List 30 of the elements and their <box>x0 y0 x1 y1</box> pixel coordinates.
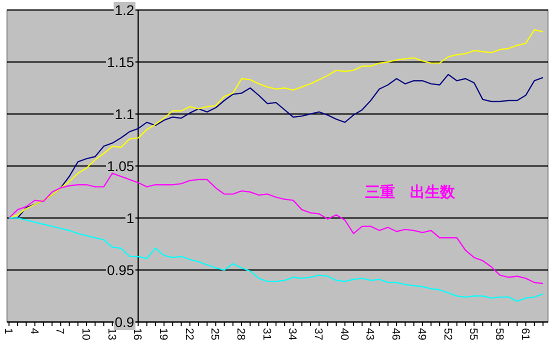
x-tick-label: 25 <box>208 328 221 340</box>
x-tick-label: 10 <box>80 328 92 340</box>
x-tick-label: 7 <box>54 328 66 334</box>
x-tick-label: 31 <box>260 328 272 340</box>
x-tick-label: 49 <box>415 328 428 340</box>
y-tick-label: 1.1 <box>114 106 134 122</box>
x-tick-label: 37 <box>312 328 324 340</box>
y-tick-label: 0.9 <box>114 314 134 330</box>
x-tick-label: 22 <box>182 328 195 340</box>
x-tick-label: 43 <box>364 328 376 340</box>
y-tick-label: 1 <box>126 210 134 226</box>
x-tick-label: 58 <box>492 328 505 340</box>
line-series <box>8 172 544 284</box>
x-tick-label: 40 <box>338 328 350 340</box>
x-tick-label: 52 <box>441 328 454 340</box>
y-tick-label: 1.05 <box>106 158 134 174</box>
y-tick-label: 0.95 <box>106 262 134 278</box>
x-tick-label: 34 <box>286 328 298 340</box>
x-tick-label: 61 <box>518 328 531 340</box>
y-tick-label: 1.2 <box>114 2 134 18</box>
x-tick-label: 16 <box>131 328 144 340</box>
x-tick-label: 13 <box>105 328 118 340</box>
x-tick-label: 4 <box>28 328 40 334</box>
y-tick-label: 1.15 <box>106 54 134 70</box>
x-tick-label: 28 <box>234 328 247 340</box>
x-tick-label: 46 <box>390 328 402 340</box>
x-tick-label: 19 <box>157 328 170 340</box>
x-tick-label: 1 <box>2 328 14 334</box>
x-tick-label: 55 <box>467 328 480 340</box>
annotation: 三重 出生数 <box>365 184 456 202</box>
